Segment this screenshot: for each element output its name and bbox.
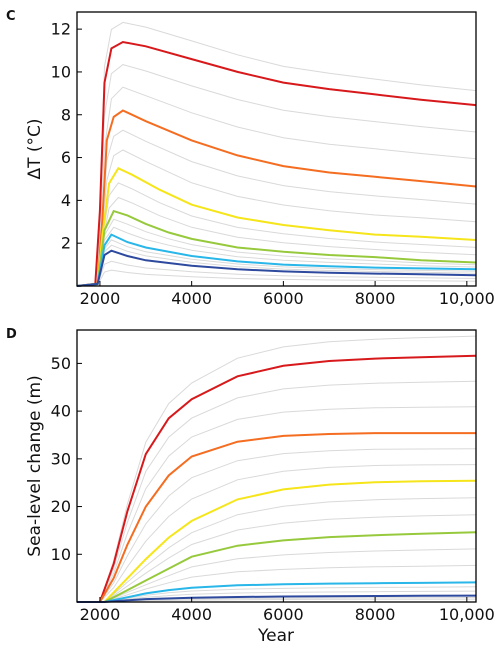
ensemble-line bbox=[76, 269, 477, 287]
y-tick-label: 12 bbox=[51, 20, 71, 39]
series-line-3 bbox=[77, 479, 477, 603]
x-tick-label: 4000 bbox=[171, 605, 212, 624]
series-line-6 bbox=[76, 249, 477, 287]
panel-c-label: C bbox=[6, 9, 16, 24]
y-tick-label: 4 bbox=[61, 191, 71, 210]
ensemble-line bbox=[76, 196, 477, 287]
ensemble-line bbox=[76, 64, 477, 287]
panel-d-ticks: 2000 4000 6000 8000 10,000 10 20 30 40 50 bbox=[51, 354, 495, 624]
series-line-5 bbox=[76, 233, 477, 287]
x-tick-label: 2000 bbox=[80, 605, 121, 624]
ensemble-line bbox=[77, 448, 477, 603]
panel-c-series bbox=[76, 40, 477, 287]
panel-c-frame bbox=[76, 11, 477, 287]
x-tick-label: 10,000 bbox=[439, 289, 495, 308]
ensemble-line bbox=[76, 260, 477, 287]
y-tick-label: 8 bbox=[61, 105, 71, 124]
series-line-6 bbox=[77, 594, 477, 603]
series-line-1 bbox=[77, 354, 477, 603]
y-tick-label: 10 bbox=[51, 545, 71, 564]
x-tick-label: 6000 bbox=[263, 605, 304, 624]
ensemble-line bbox=[77, 335, 477, 603]
ensemble-line bbox=[76, 226, 477, 287]
series-line-2 bbox=[77, 432, 476, 603]
series-line-4 bbox=[76, 209, 477, 287]
ensemble-line bbox=[77, 380, 477, 603]
ensemble-line bbox=[77, 497, 477, 603]
ensemble-line bbox=[76, 86, 477, 287]
ensemble-line bbox=[76, 21, 477, 287]
panel-d-label: D bbox=[6, 327, 17, 342]
x-tick-label: 10,000 bbox=[439, 605, 495, 624]
y-tick-label: 40 bbox=[51, 402, 71, 421]
ensemble-line bbox=[77, 548, 477, 603]
x-tick-label: 8000 bbox=[355, 605, 396, 624]
y-tick-label: 6 bbox=[61, 148, 71, 167]
series-line-5 bbox=[77, 581, 477, 603]
panel-d-ensemble-lines bbox=[77, 335, 477, 603]
ensemble-line bbox=[77, 564, 477, 603]
panel-d-y-axis-label: Sea-level change (m) bbox=[25, 375, 45, 556]
series-line-4 bbox=[77, 531, 477, 603]
ensemble-line bbox=[76, 218, 477, 287]
series-line-2 bbox=[76, 109, 477, 287]
ensemble-line bbox=[77, 464, 477, 603]
x-tick-label: 8000 bbox=[355, 289, 396, 308]
x-tick-label: 4000 bbox=[171, 289, 212, 308]
ensemble-line bbox=[77, 406, 477, 603]
y-tick-label: 20 bbox=[51, 497, 71, 516]
ensemble-line bbox=[77, 514, 477, 603]
ensemble-line bbox=[76, 244, 477, 287]
y-tick-label: 50 bbox=[51, 354, 71, 373]
x-tick-label: 6000 bbox=[263, 289, 304, 308]
panel-d-frame bbox=[76, 329, 477, 603]
y-tick-label: 2 bbox=[61, 234, 71, 253]
panel-d-x-axis-label: Year bbox=[257, 626, 294, 646]
panel-c-ensemble-lines bbox=[76, 21, 477, 287]
panel-c-y-axis-label: ΔT (°C) bbox=[25, 118, 45, 179]
x-tick-label: 2000 bbox=[80, 289, 121, 308]
y-tick-label: 30 bbox=[51, 449, 71, 468]
series-line-1 bbox=[76, 40, 477, 287]
panel-d-series bbox=[77, 354, 477, 603]
y-tick-label: 10 bbox=[51, 62, 71, 81]
panel-c-ticks: 2000 4000 6000 8000 10,000 2 4 6 8 10 12 bbox=[51, 20, 495, 308]
series-line-3 bbox=[76, 167, 477, 287]
